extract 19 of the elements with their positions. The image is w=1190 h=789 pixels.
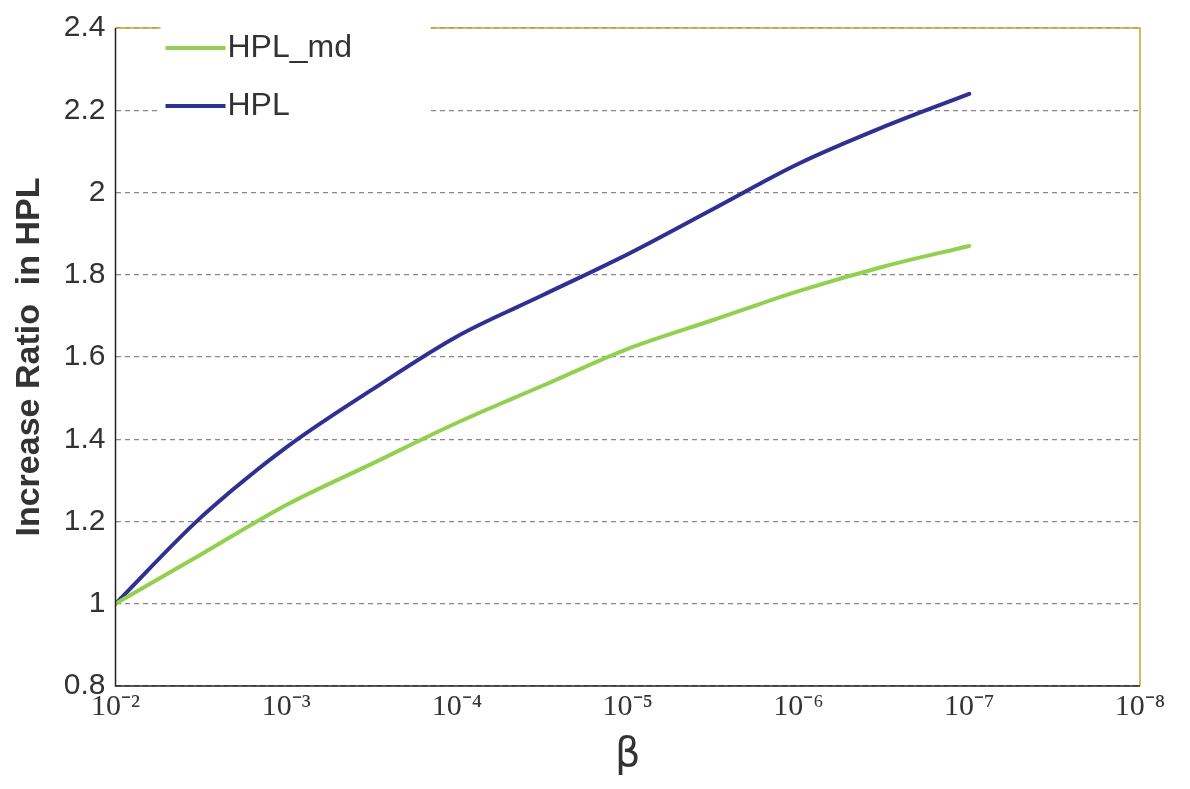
y-tick-label: 1.2 [63, 502, 106, 536]
x-tick-label: 10⁻⁶ [773, 687, 824, 721]
legend-label: HPL_md [227, 27, 352, 64]
x-tick-label: 10⁻³ [261, 687, 311, 721]
legend-label: HPL [227, 85, 290, 122]
x-tick-label: 10⁻⁷ [944, 687, 995, 721]
y-tick-label: 2.4 [63, 9, 106, 43]
y-tick-label: 1 [88, 585, 106, 619]
x-axis-title: β [614, 729, 641, 776]
y-tick-label: 1.4 [63, 420, 106, 454]
y-tick-label: 1.6 [63, 338, 106, 372]
x-tick-label: 10⁻⁸ [1114, 687, 1166, 721]
y-tick-label: 2.2 [63, 91, 106, 125]
y-axis-title: Increase Ratio in HPL [7, 177, 46, 537]
x-tick-label: 10⁻⁵ [602, 687, 653, 721]
x-tick-label: 10⁻⁴ [431, 687, 483, 721]
line-series [115, 243, 972, 606]
y-tick-label: 2 [88, 173, 106, 207]
y-tick-label: 1.8 [63, 256, 106, 290]
